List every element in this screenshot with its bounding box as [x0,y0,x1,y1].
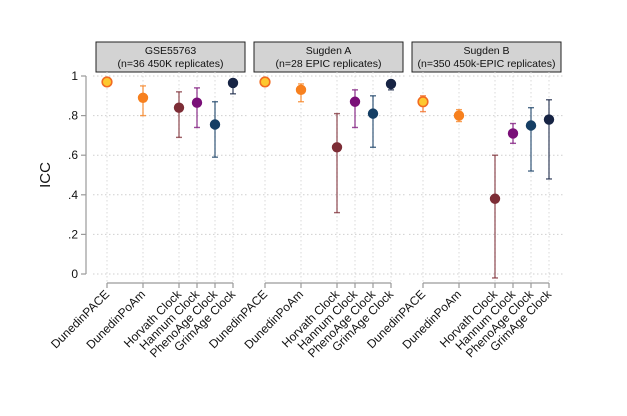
data-point-group [331,112,343,214]
data-point-group [367,95,379,148]
data-point-group [209,101,221,158]
data-point-horvath-clock [173,102,185,113]
data-point-hannum-clock [349,96,361,107]
data-point-group [543,99,555,180]
panel-title-dataset: Sugden A [306,45,352,57]
y-tick-label: 1 [71,69,78,83]
data-point-group [227,77,239,95]
data-point-hannum-clock [507,128,519,139]
y-axis-label: ICC [37,162,54,188]
panel-title-sample: (n=36 450K replicates) [118,58,224,70]
data-point-group [453,108,465,123]
y-tick-label: .6 [68,148,78,162]
data-point-dunedinpoam [137,92,149,103]
data-point-grimage-clock [543,114,555,125]
data-point-dunedinpace [259,76,271,88]
data-point-dunedinpace [101,76,113,88]
panel-title-strip [253,41,404,73]
y-tick-label: 0 [71,267,78,281]
y-axis: 0 .2 .4 .6 .8 1 [68,69,87,281]
panel-title-sample: (n=28 EPIC replicates) [276,58,382,70]
data-point-group [101,76,113,88]
data-point-group [507,122,519,145]
y-tick-label: .8 [68,109,78,123]
data-point-dunedinpoam [295,84,307,96]
data-point-hannum-clock [191,97,203,108]
y-tick-label: .4 [68,188,78,202]
data-point-phenoage-clock [525,120,537,131]
data-point-group [385,78,397,91]
panel-title-dataset: Sugden B [463,45,509,57]
data-point-horvath-clock [331,142,343,153]
data-point-group [295,83,307,103]
panel-title-strip [411,41,562,73]
panel-2: Sugden A(n=28 EPIC replicates)DunedinPAC… [206,41,406,360]
y-tick-label: .2 [68,227,78,241]
data-point-group [417,95,429,113]
data-point-group [259,76,271,88]
data-point-horvath-clock [489,193,501,204]
data-point-group [191,87,203,129]
data-point-grimage-clock [385,78,397,90]
data-point-group [525,106,537,172]
data-point-grimage-clock [227,77,239,89]
data-point-dunedinpace [417,96,429,108]
data-point-group [349,89,361,129]
panel-title-dataset: GSE55763 [145,45,197,57]
data-point-group [173,91,185,139]
data-point-dunedinpoam [453,110,465,121]
data-point-phenoage-clock [209,119,221,130]
panel-title-sample: (n=350 450k-EPIC replicates) [417,58,555,70]
data-point-group [137,85,149,117]
data-point-group [489,154,501,279]
panel-title-strip [95,41,246,73]
data-point-phenoage-clock [367,108,379,119]
